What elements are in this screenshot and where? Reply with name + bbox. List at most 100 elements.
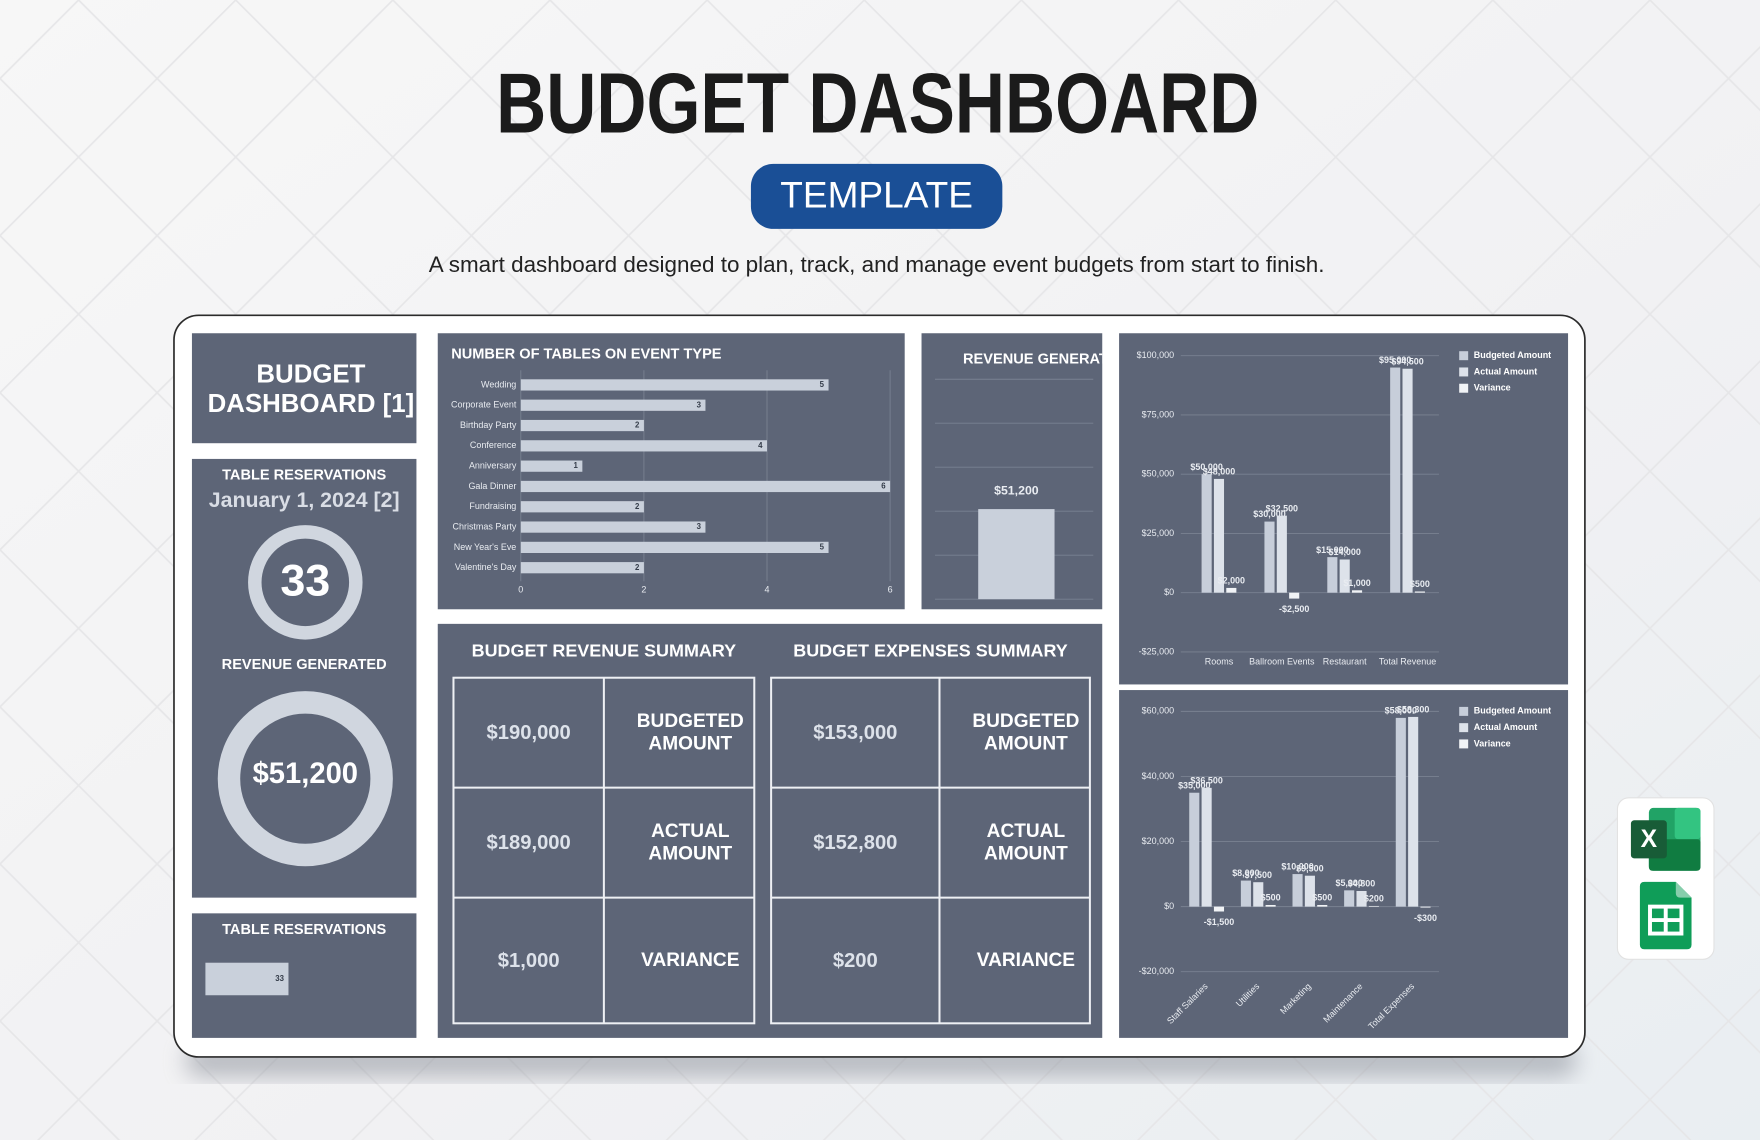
chart-title-box: REVENUE GENERATED	[963, 351, 1102, 366]
chart-title: NUMBER OF TABLES ON EVENT TYPE	[451, 346, 722, 362]
badge	[750, 163, 1003, 229]
data-label: $94,500	[1391, 356, 1423, 366]
table-label-box: BUDGETED AMOUNT	[637, 711, 744, 754]
reservations-label: TABLE RESERVATIONS	[222, 468, 386, 484]
bar	[520, 480, 891, 493]
y-tick-label: $25,000	[1142, 528, 1174, 538]
data-label: 2	[635, 563, 640, 572]
x-tick-label: Restaurant	[1323, 656, 1367, 666]
y-tick-label: New Year's Eve	[454, 542, 517, 552]
legend-label: Actual Amount	[1474, 722, 1537, 732]
legend-label: Variance	[1474, 383, 1511, 393]
table-label-box: ACTUAL AMOUNT	[984, 820, 1068, 864]
bar	[1395, 717, 1406, 907]
bar	[1408, 716, 1419, 907]
table-label: ACTUAL AMOUNT	[984, 820, 1068, 864]
bar	[520, 562, 644, 574]
table-label: ACTUAL AMOUNT	[648, 820, 733, 864]
table-value: $1,000	[498, 950, 560, 972]
data-label: $9,500	[1296, 863, 1323, 873]
bar	[1368, 905, 1379, 907]
y-tick-label: Gala Dinner	[468, 481, 516, 491]
bar	[1201, 474, 1212, 593]
bar	[1339, 559, 1350, 593]
bar	[1327, 557, 1338, 593]
y-tick-label: $75,000	[1142, 409, 1174, 419]
data-label: $5,000	[1335, 878, 1362, 888]
bar	[1264, 521, 1275, 593]
y-tick-label: $40,000	[1142, 771, 1174, 781]
data-label: $36,500	[1190, 775, 1222, 785]
data-label: -$300	[1414, 913, 1437, 923]
data-label: -$1,500	[1204, 917, 1234, 927]
bar	[520, 521, 706, 533]
data-label: $10,000	[1281, 862, 1313, 872]
table-label-box: VARIANCE	[641, 949, 739, 970]
bar	[520, 419, 644, 432]
data-label: 4	[758, 441, 763, 450]
data-label: 3	[697, 400, 702, 409]
x-tick-label: 4	[765, 585, 770, 595]
bar	[1265, 904, 1276, 907]
panel	[1119, 333, 1569, 685]
x-tick-label: 6	[888, 585, 893, 595]
bar	[1356, 890, 1367, 907]
summary-tables: $190,000 BUDGETED AMOUNT $189,000 ACTUAL AM…	[452, 676, 1091, 1025]
bar	[1304, 875, 1315, 907]
table-border	[770, 676, 1091, 1025]
data-label: -$2,500	[1279, 604, 1309, 614]
bar	[520, 399, 706, 411]
bar	[1213, 478, 1225, 593]
table-value: $200	[833, 950, 878, 972]
data-label: $50,000	[1190, 462, 1222, 472]
sheets-icon-fold	[1675, 881, 1692, 898]
table-value: $152,800	[813, 832, 897, 854]
bar	[520, 379, 829, 391]
y-tick-label: $0	[1164, 901, 1174, 911]
bar	[1292, 874, 1303, 907]
data-label: $35,000	[1178, 780, 1210, 790]
bar	[520, 501, 644, 513]
data-label: $14,000	[1328, 547, 1360, 557]
bar	[1240, 880, 1251, 907]
y-tick-label: Wedding	[481, 379, 516, 389]
x-tick-label: Rooms	[1205, 656, 1234, 666]
panel	[437, 623, 1103, 1038]
legend-label: Budgeted Amount	[1474, 350, 1551, 360]
y-tick-label: $0	[1164, 587, 1174, 597]
data-label: $1,000	[1343, 578, 1370, 588]
y-tick-label: $60,000	[1142, 706, 1174, 716]
bar	[1402, 368, 1413, 593]
data-label: 5	[820, 542, 825, 551]
badge-text: TEMPLATE	[780, 173, 973, 215]
bar	[978, 509, 1055, 600]
data-label: $8,000	[1232, 868, 1259, 878]
bar	[1276, 515, 1287, 593]
data-label: $51,200	[994, 483, 1039, 497]
revenue-value: $51,200	[253, 758, 358, 790]
y-tick-label: Anniversary	[469, 461, 517, 471]
table-value: $153,000	[813, 722, 897, 744]
x-tick-label: Ballroom Events	[1249, 656, 1315, 666]
bar	[520, 460, 583, 472]
legend-swatch	[1459, 739, 1469, 749]
subtitle: A smart dashboard designed to plan, trac…	[429, 252, 1325, 277]
reservations-date: January 1, 2024 [2]	[209, 488, 400, 512]
panel	[191, 458, 417, 898]
legend-label: Actual Amount	[1474, 366, 1537, 376]
bar	[1317, 904, 1328, 907]
bar	[1226, 587, 1237, 593]
table-value: $189,000	[487, 832, 571, 854]
bar	[1420, 906, 1431, 908]
table-label-box: ACTUAL AMOUNT	[648, 820, 733, 864]
revenue-label: REVENUE GENERATED	[222, 657, 387, 673]
excel-icon-badge	[1630, 820, 1667, 859]
data-label: $2,000	[1218, 576, 1245, 586]
data-label: $7,500	[1245, 870, 1272, 880]
chart-title: TABLE RESERVATIONS	[222, 922, 386, 938]
bar	[1344, 890, 1355, 907]
bar	[1351, 590, 1363, 593]
y-tick-label: Valentine's Day	[455, 562, 517, 572]
table-label-box: VARIANCE	[977, 949, 1075, 970]
